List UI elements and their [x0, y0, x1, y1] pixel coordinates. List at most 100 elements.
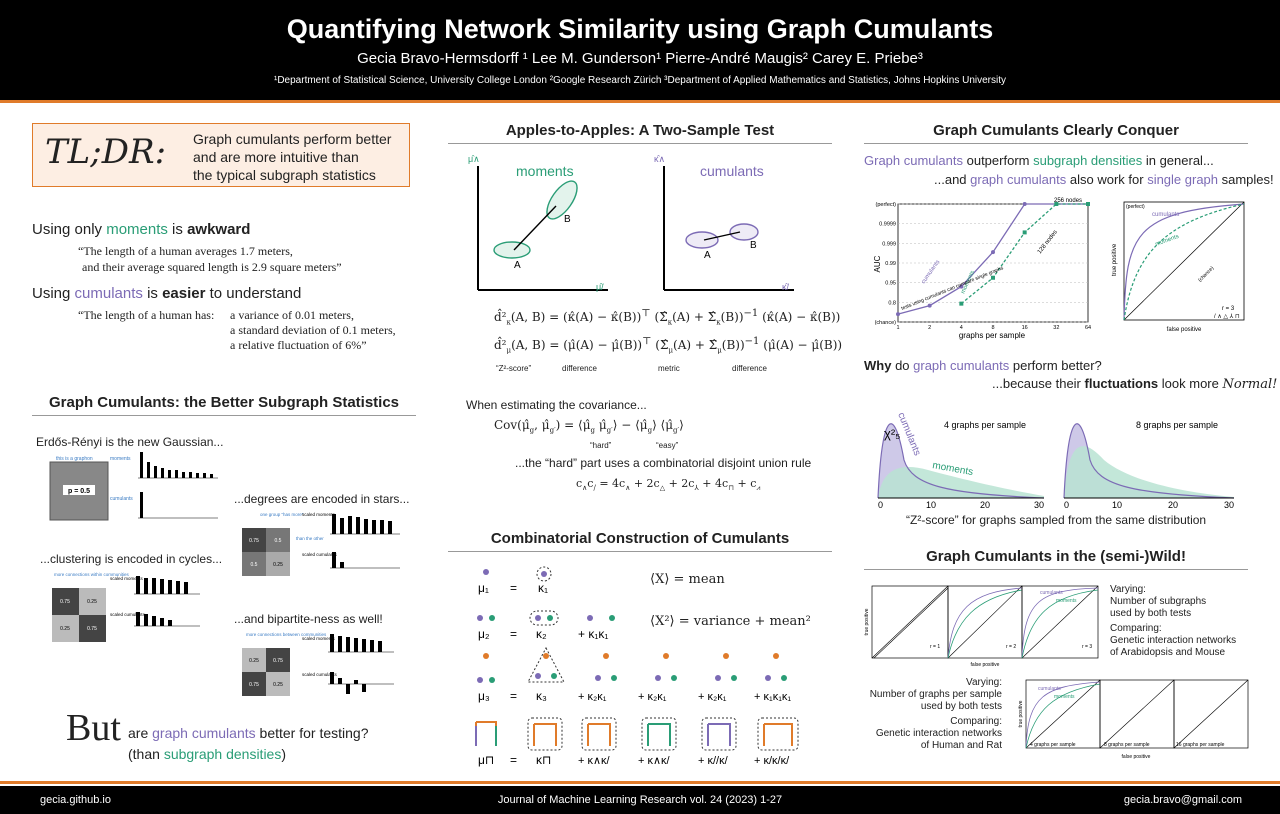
row4-term-glyphs [581, 717, 799, 751]
brace-z2: “Z²-score” [496, 364, 532, 373]
hist8-tick-20: 20 [1168, 500, 1178, 510]
than-a: (than [128, 746, 164, 762]
hard-label: “hard” [590, 441, 612, 450]
quote-cumulants-4: a relative fluctuation of 6%” [230, 338, 367, 352]
bip-cell-1-label: 0.25 [249, 658, 259, 664]
auc-y-ticks: (chance) 0.8 0.95 0.99 0.999 0.9999 (perfect) [875, 202, 897, 326]
roc-r3-label: r = 3 [1222, 306, 1235, 312]
cumulants-lead-b: is [142, 285, 163, 302]
roc-panel-4gps: cumulants moments 4 graphs per sample [1025, 679, 1101, 749]
brace-difference-2: difference [732, 364, 767, 373]
roc-panel-r2: r = 2 [947, 585, 1023, 659]
auc-y-tick-label: (perfect) [876, 202, 897, 208]
hist8-title: 8 graphs per sample [1136, 420, 1218, 430]
auc-point-cumulants [991, 250, 995, 255]
mu2-node-b [489, 615, 495, 621]
k1k1-node-b [609, 615, 615, 621]
footer-website[interactable]: gecia.github.io [40, 794, 111, 806]
kappa3-label: κ₃ [536, 689, 547, 703]
term-4c: + κ//κ/ [698, 755, 729, 767]
mu1-node [483, 569, 489, 575]
panel-cumulants-label: cumulants [1040, 590, 1063, 596]
hist8-chi-curve [1063, 423, 1235, 499]
eq-3: = [510, 689, 517, 703]
hist4-tick-30: 30 [1034, 500, 1044, 510]
outperform-b: outperform [963, 153, 1034, 168]
clu-cell-2 [79, 588, 106, 615]
because-d: Normal! [1222, 377, 1278, 392]
varying-graphs-note: Varying: Number of graphs per sample use… [866, 677, 1002, 752]
k1k1k1-label: + κ₁κ₁κ₁ [754, 691, 791, 703]
hist8-tick-30: 30 [1224, 500, 1234, 510]
auc-x-ticks: 1 2 4 8 16 32 64 [896, 325, 1091, 331]
auc-x-tick-label: 4 [960, 325, 963, 331]
varying2-c: used by both tests [920, 701, 1002, 712]
deg-cell-1-label: 0.75 [249, 538, 259, 544]
section-rule [448, 551, 832, 552]
covariance-formula: Cov(μ̂g, μ̂g′) = ⟨μ̂g μ̂g′⟩ − ⟨μ̂g⟩ ⟨μ̂g… [494, 418, 684, 435]
tldr-line-1: Graph cumulants perform better [193, 131, 392, 147]
section-rule [32, 415, 416, 416]
cumulants-B-label: B [750, 240, 757, 251]
section-rule [864, 569, 1248, 570]
deg-cell-1 [242, 528, 266, 552]
kappa-box-glyph [533, 723, 557, 746]
moments-lead: Using only moments is awkward [32, 221, 250, 238]
mu3-label: μ₃ [478, 689, 490, 703]
roc-panel-r1: r = 1 [871, 585, 949, 659]
clu-cell-3 [52, 615, 79, 642]
section-rule [864, 143, 1248, 144]
deg-scaled-cumulants: scaled cumulants [302, 552, 338, 557]
roc-x-axis-label: false positive [1167, 327, 1202, 333]
footer-email[interactable]: gecia.bravo@gmail.com [1123, 794, 1242, 806]
cumulants-lead-d: to understand [205, 285, 302, 302]
auc-y-tick-label: (chance) [875, 320, 897, 326]
panel-r1-label: r = 1 [930, 644, 940, 650]
quote-moments-1: “The length of a human averages 1.7 mete… [78, 244, 293, 258]
hist4-tick-20: 20 [980, 500, 990, 510]
auc-x-tick-label: 8 [991, 325, 994, 331]
comparing1-c: of Arabidopsis and Mouse [1110, 647, 1226, 658]
but-b: graph cumulants [152, 725, 256, 741]
section-rule [448, 143, 832, 144]
bip-scaled-cumulants: scaled cumulants [302, 672, 338, 677]
varying1-c: used by both tests [1110, 608, 1192, 619]
single-c: also work for [1066, 172, 1148, 187]
auc-x-tick-label: 2 [928, 325, 931, 331]
bip-cell-4 [266, 672, 290, 696]
auc-point-cumulants [927, 303, 932, 308]
poster-title: Quantifying Network Similarity using Gra… [286, 14, 994, 44]
than-b: subgraph densities [163, 746, 282, 762]
comparing1-b: Genetic interaction networks [1110, 635, 1237, 646]
bip-moment-bars [328, 634, 394, 653]
poster-header: Quantifying Network Similarity using Gra… [0, 0, 1280, 100]
er-caption: Erdős-Rényi is the new Gaussian... [36, 435, 224, 449]
gps-moments-label: moments [1054, 694, 1075, 700]
p-label-bg [63, 485, 95, 495]
but-question: are graph cumulants better for testing? [128, 725, 368, 741]
clu-cell-2-label: 0.25 [87, 599, 97, 605]
one-group-note: one group “has more” [260, 512, 304, 517]
k2k1-label-c: + κ₂κ₁ [698, 691, 727, 703]
moments-lead-a: Using only [32, 221, 107, 238]
auc-point-cumulants [896, 312, 900, 317]
auc-x-tick-label: 32 [1053, 325, 1059, 331]
bip-cell-2 [266, 648, 290, 672]
mu2-node-a [477, 615, 483, 621]
kappa3-node-top [543, 653, 549, 659]
hist4-chi-curve [877, 423, 1045, 499]
cumulants-word: cumulants [74, 285, 143, 302]
auc-point-cumulants [1022, 202, 1027, 206]
section-title-semi-wild: Graph Cumulants in the (semi-)Wild! [926, 548, 1186, 565]
gps-x-axis-label: false positive [1122, 754, 1151, 760]
auc-point-moments [959, 301, 964, 306]
bip-cumulant-bars [328, 672, 394, 694]
auc-y-tick-label: 0.999 [882, 241, 896, 247]
single-b: graph cumulants [970, 172, 1067, 187]
varying1-b: Number of subgraphs [1110, 596, 1207, 607]
mu3-node-a [477, 677, 483, 683]
varying2-a: Varying [966, 677, 1000, 688]
header-rule [0, 100, 1280, 103]
auc-point-moments [1022, 230, 1027, 235]
roc-subgraph-icons: / ∧ △ ⅄ ⊓ [1214, 313, 1240, 320]
